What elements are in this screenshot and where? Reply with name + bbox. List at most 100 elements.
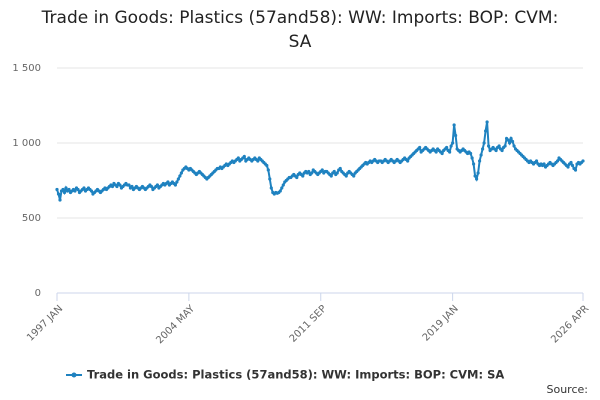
data-point xyxy=(295,175,299,180)
data-point xyxy=(310,171,314,175)
data-point xyxy=(406,159,410,163)
data-point xyxy=(512,144,516,148)
data-point xyxy=(473,174,477,178)
data-point xyxy=(82,186,86,190)
data-point xyxy=(61,187,65,192)
data-point xyxy=(581,159,585,163)
data-point xyxy=(472,162,476,166)
y-tick-label: 1 500 xyxy=(12,63,41,74)
data-point xyxy=(440,151,444,156)
data-point xyxy=(469,151,473,156)
data-point xyxy=(477,159,482,163)
y-tick-label: 1 000 xyxy=(12,138,41,149)
data-point xyxy=(332,169,336,174)
data-point xyxy=(494,148,498,153)
legend-text: Trade in Goods: Plastics (57and58): WW: … xyxy=(87,368,504,382)
data-point xyxy=(278,189,282,193)
data-point xyxy=(73,189,77,193)
data-point xyxy=(110,184,115,189)
data-point xyxy=(176,177,180,181)
data-point xyxy=(256,159,260,163)
data-point xyxy=(58,198,62,202)
data-point xyxy=(64,186,68,190)
data-point xyxy=(534,159,539,163)
data-point xyxy=(149,184,154,189)
data-point xyxy=(320,168,324,172)
y-tick-label: 500 xyxy=(22,213,41,224)
data-point xyxy=(486,144,491,148)
data-point xyxy=(178,174,182,178)
data-point xyxy=(268,177,272,181)
data-point xyxy=(329,174,333,178)
x-tick-label: 2011 SEP xyxy=(288,303,329,344)
data-point xyxy=(566,165,570,169)
data-point xyxy=(479,153,483,157)
data-point xyxy=(281,183,285,187)
data-point xyxy=(115,184,119,189)
data-point xyxy=(510,139,515,144)
data-point xyxy=(485,120,489,124)
chart-title: Trade in Goods: Plastics (57and58): WW: … xyxy=(41,8,559,52)
data-point xyxy=(497,144,501,148)
data-point xyxy=(175,180,179,184)
data-point xyxy=(475,177,479,181)
data-point xyxy=(352,174,356,178)
data-point xyxy=(344,174,348,178)
data-point xyxy=(509,136,513,141)
y-tick-label: 0 xyxy=(35,288,41,299)
x-tick-label: 1997 JAN xyxy=(25,303,65,343)
data-point xyxy=(500,148,504,153)
data-point xyxy=(542,162,546,166)
data-point xyxy=(452,123,456,127)
data-point xyxy=(173,183,177,187)
data-point xyxy=(506,138,510,142)
data-point xyxy=(307,169,311,174)
data-point xyxy=(482,141,486,145)
data-point xyxy=(67,187,71,192)
data-point xyxy=(569,160,573,165)
data-point xyxy=(476,171,480,175)
legend-marker xyxy=(71,372,77,378)
data-point xyxy=(338,166,342,171)
data-point xyxy=(155,183,160,187)
data-point xyxy=(130,184,134,189)
data-point xyxy=(89,189,94,193)
x-tick-label: 2026 APR xyxy=(549,303,591,345)
data-point xyxy=(166,180,170,184)
data-point xyxy=(434,150,438,154)
data-point xyxy=(118,183,122,187)
data-point xyxy=(265,163,269,168)
data-point xyxy=(55,187,59,192)
data-point xyxy=(454,133,458,138)
data-point xyxy=(570,163,575,168)
data-point xyxy=(76,187,80,192)
data-point xyxy=(470,156,474,160)
x-tick-label: 2004 MAY xyxy=(154,303,197,346)
data-point xyxy=(280,186,284,190)
data-point xyxy=(451,141,455,145)
data-point xyxy=(480,147,485,151)
data-point xyxy=(62,190,67,195)
data-point xyxy=(266,168,270,172)
data-point xyxy=(555,159,560,163)
data-point xyxy=(127,183,131,187)
data-point xyxy=(418,145,422,150)
data-point xyxy=(448,150,452,154)
data-point xyxy=(573,168,578,172)
source: Source: xyxy=(547,383,589,396)
data-point xyxy=(335,171,339,175)
data-point xyxy=(236,156,240,160)
data-point xyxy=(449,144,453,148)
data-point xyxy=(242,154,246,159)
data-point xyxy=(503,144,507,148)
data-point xyxy=(179,171,183,175)
data-point xyxy=(483,129,488,133)
data-point xyxy=(269,186,273,190)
data-point xyxy=(301,174,305,178)
x-tick-label: 2019 JAN xyxy=(421,303,461,343)
data-point xyxy=(445,145,449,150)
data-point xyxy=(507,141,512,145)
data-point xyxy=(56,192,61,196)
